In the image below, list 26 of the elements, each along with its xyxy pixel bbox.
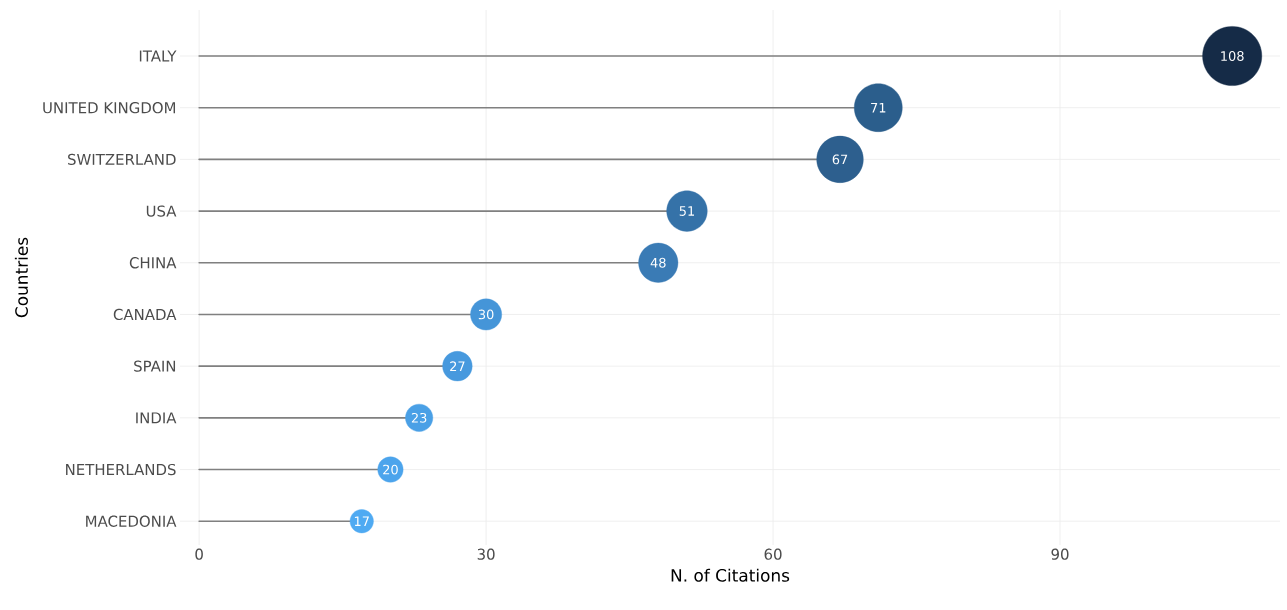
y-tick-label: SPAIN (134, 360, 176, 372)
data-label: 67 (832, 154, 848, 165)
data-label: 17 (354, 516, 369, 526)
data-label: 27 (450, 361, 465, 371)
x-tick-label: 0 (195, 548, 203, 560)
y-tick-label: CANADA (113, 308, 177, 321)
y-axis-title: Countries (14, 237, 28, 318)
y-tick-label: SWITZERLAND (68, 153, 176, 166)
y-tick-label: USA (146, 205, 177, 217)
data-label: 23 (411, 412, 427, 423)
x-tick-label: 30 (477, 548, 495, 560)
y-tick-label: ITALY (139, 50, 177, 62)
y-tick-label: MACEDONIA (86, 515, 177, 527)
y-tick-label: INDIA (136, 412, 177, 424)
data-label: 71 (871, 102, 886, 113)
data-label: 108 (1221, 51, 1244, 61)
data-label: 51 (679, 206, 695, 216)
data-label: 30 (478, 309, 494, 320)
x-tick-label: 60 (764, 548, 782, 560)
x-tick-label: 90 (1051, 548, 1069, 560)
x-axis-title: N. of Citations (671, 568, 790, 582)
data-label: 20 (383, 464, 398, 475)
y-tick-label: NETHERLANDS (66, 463, 176, 476)
y-tick-label: CHINA (129, 257, 177, 269)
y-tick-label: UNITED KINGDOM (43, 102, 175, 114)
data-label: 48 (650, 257, 666, 268)
